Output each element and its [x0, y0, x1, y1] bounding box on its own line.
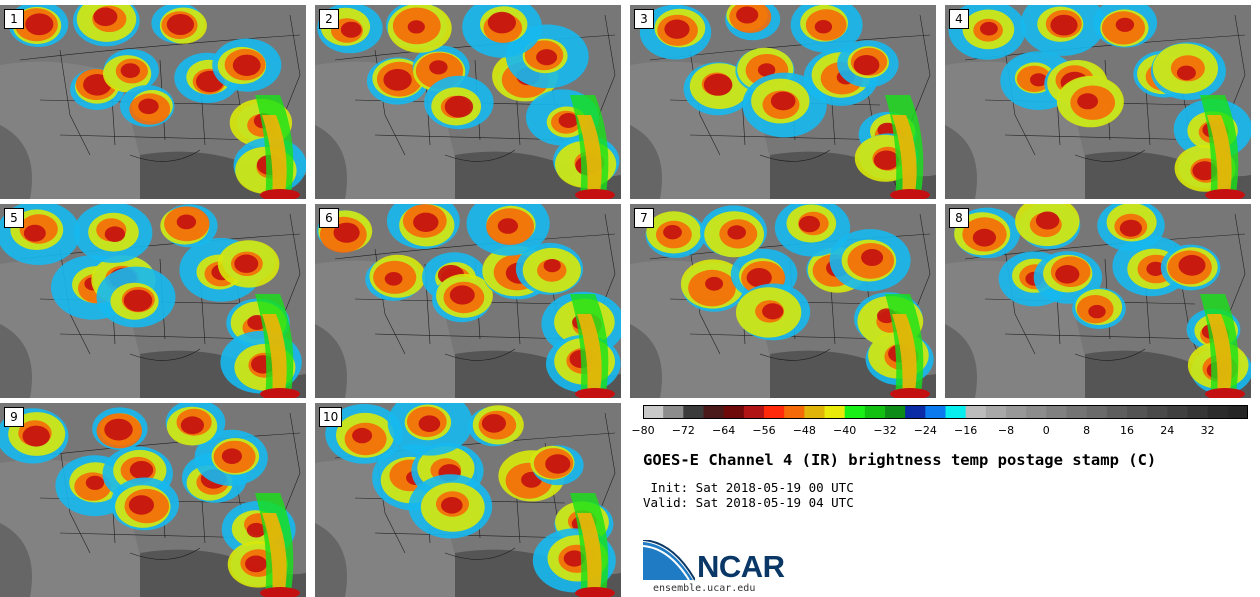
colorbar-tick: −56: [752, 424, 776, 437]
ir-satellite-map: [315, 204, 621, 398]
colorbar-tick: −24: [913, 424, 937, 437]
init-time: Init: Sat 2018-05-19 00 UTC: [643, 480, 854, 495]
colorbar-tick: −64: [711, 424, 736, 437]
colorbar-cell: [784, 405, 805, 419]
colorbar-cell: [945, 405, 967, 419]
figure-title: GOES-E Channel 4 (IR) brightness temp po…: [643, 451, 1157, 469]
colorbar-cell: [1066, 405, 1088, 419]
colorbar-cell: [1187, 405, 1209, 419]
colorbar-tick: −48: [792, 424, 816, 437]
ir-satellite-map: [315, 5, 621, 199]
map-panel-2: 2: [315, 5, 621, 199]
colorbar-cell: [663, 405, 684, 419]
colorbar-cell: [965, 405, 987, 419]
map-panel-9: 9: [0, 403, 306, 597]
ir-satellite-map: [0, 5, 306, 199]
colorbar-tick: −8: [997, 424, 1015, 437]
colorbar-border: [643, 405, 1248, 419]
colorbar-cell: [1046, 405, 1067, 419]
panel-number: 1: [4, 9, 24, 29]
colorbar-cell: [743, 405, 765, 419]
panel-number: 10: [319, 407, 343, 427]
valid-time: Valid: Sat 2018-05-19 04 UTC: [643, 495, 854, 510]
map-panel-5: 5: [0, 204, 306, 398]
ncar-logo-wordmark: NCAR: [697, 549, 785, 584]
ncar-url: ensemble.ucar.edu: [653, 583, 756, 594]
colorbar-tick: −32: [873, 424, 897, 437]
colorbar-tick: 8: [1083, 424, 1091, 437]
colorbar-cell: [864, 405, 886, 419]
ir-satellite-map: [945, 204, 1251, 398]
colorbar-tick-labels: −80 −72 −64 −56 −48 −40 −32 −24 −16 −8 0…: [631, 424, 1253, 440]
colorbar-tick: 0: [1042, 424, 1050, 437]
ir-satellite-map: [0, 403, 306, 597]
colorbar-tick: −80: [631, 424, 655, 437]
colorbar-tick: 24: [1160, 424, 1175, 437]
map-panel-10: 10: [315, 403, 621, 597]
colorbar-cell: [844, 405, 866, 419]
map-panel-6: 6: [315, 204, 621, 398]
panel-number: 9: [4, 407, 24, 427]
colorbar-cell: [905, 405, 926, 419]
panel-number: 8: [949, 208, 969, 228]
ir-satellite-map: [630, 204, 936, 398]
colorbar-cell: [1167, 405, 1188, 419]
colorbar-cell: [643, 405, 664, 419]
colorbar-cell: [723, 405, 745, 419]
panel-number: 2: [319, 9, 339, 29]
ncar-logo-icon: [643, 540, 695, 581]
panel-number: 4: [949, 9, 969, 29]
map-panel-1: 1: [0, 5, 306, 199]
ir-satellite-map: [315, 403, 621, 597]
colorbar-tick: −72: [671, 424, 695, 437]
colorbar-cell: [1147, 405, 1168, 419]
colorbar-cell: [683, 405, 704, 419]
colorbar-cell: [1006, 405, 1027, 419]
colorbar-cell: [985, 405, 1007, 419]
colorbar-cell: [1127, 405, 1148, 419]
colorbar-cell: [1227, 405, 1248, 419]
colorbar: [643, 405, 1248, 419]
colorbar-cell: [885, 405, 906, 419]
colorbar-cell: [764, 405, 785, 419]
colorbar-cell: [1106, 405, 1128, 419]
colorbar-tick: 16: [1120, 424, 1134, 437]
colorbar-cell: [1207, 405, 1229, 419]
colorbar-cell: [1086, 405, 1108, 419]
colorbar-tick: −16: [953, 424, 978, 437]
colorbar-tick: −40: [832, 424, 857, 437]
colorbar-cell: [1026, 405, 1047, 419]
ir-satellite-map: [0, 204, 306, 398]
panel-number: 6: [319, 208, 339, 228]
colorbar-cell: [824, 405, 846, 419]
panel-number: 3: [634, 9, 654, 29]
colorbar-tick: 32: [1200, 424, 1215, 437]
panel-number: 5: [4, 208, 24, 228]
map-panel-4: 4: [945, 5, 1251, 199]
map-panel-7: 7: [630, 204, 936, 398]
colorbar-cell: [703, 405, 725, 419]
ir-satellite-map: [945, 5, 1251, 199]
map-panel-3: 3: [630, 5, 936, 199]
colorbar-cell: [804, 405, 825, 419]
colorbar-cell: [925, 405, 946, 419]
map-panel-8: 8: [945, 204, 1251, 398]
panel-number: 7: [634, 208, 654, 228]
ir-satellite-map: [630, 5, 936, 199]
